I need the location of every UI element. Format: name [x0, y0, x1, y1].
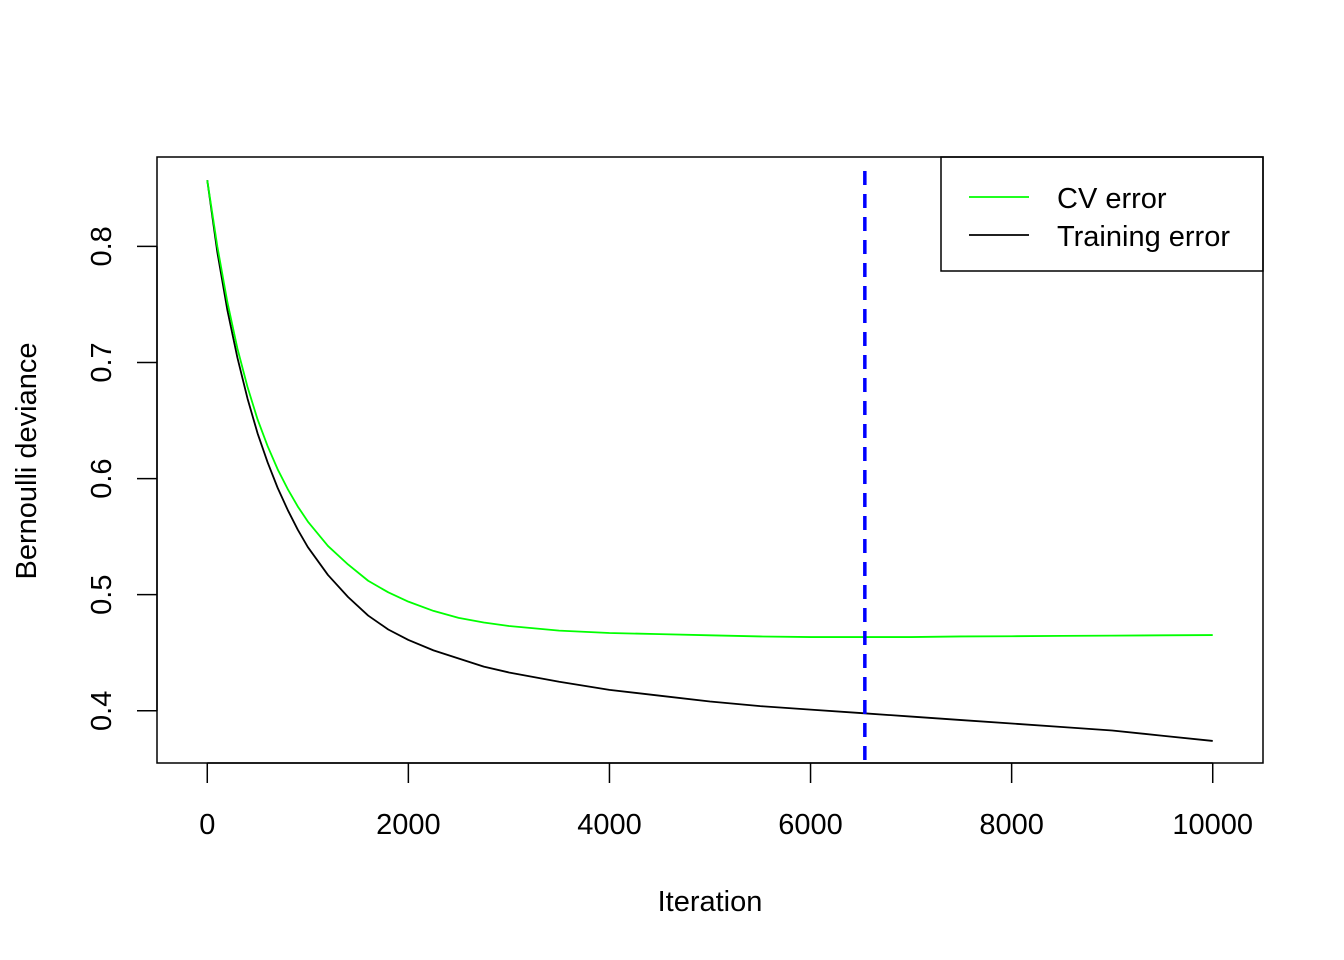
x-axis: 0 2000 4000 6000 8000 10000 [199, 762, 1253, 841]
legend-box [940, 156, 1264, 272]
x-tick-label: 8000 [979, 809, 1044, 841]
y-axis-label: Bernoulli deviance [11, 343, 43, 580]
plot-area [206, 171, 1213, 763]
legend: CV error Training error [940, 156, 1264, 272]
legend-label-training-error: Training error [1057, 221, 1230, 253]
x-tick-label: 2000 [376, 809, 441, 841]
x-tick-label: 6000 [778, 809, 843, 841]
series-line-cv-error [206, 180, 1213, 638]
y-tick-label: 0.7 [86, 342, 118, 382]
x-tick-label: 4000 [577, 809, 642, 841]
y-tick-label: 0.6 [86, 458, 118, 498]
x-axis-label: Iteration [658, 886, 763, 918]
y-tick-label: 0.4 [86, 691, 118, 731]
y-tick-label: 0.5 [86, 575, 118, 615]
x-tick-label: 0 [199, 809, 215, 841]
x-tick-label: 10000 [1172, 809, 1253, 841]
series-line-training-error [206, 180, 1213, 742]
y-tick-label: 0.8 [86, 226, 118, 266]
legend-label-cv-error: CV error [1057, 183, 1167, 215]
series-layer [206, 180, 1213, 742]
y-axis: 0.4 0.5 0.6 0.7 0.8 [86, 226, 158, 731]
